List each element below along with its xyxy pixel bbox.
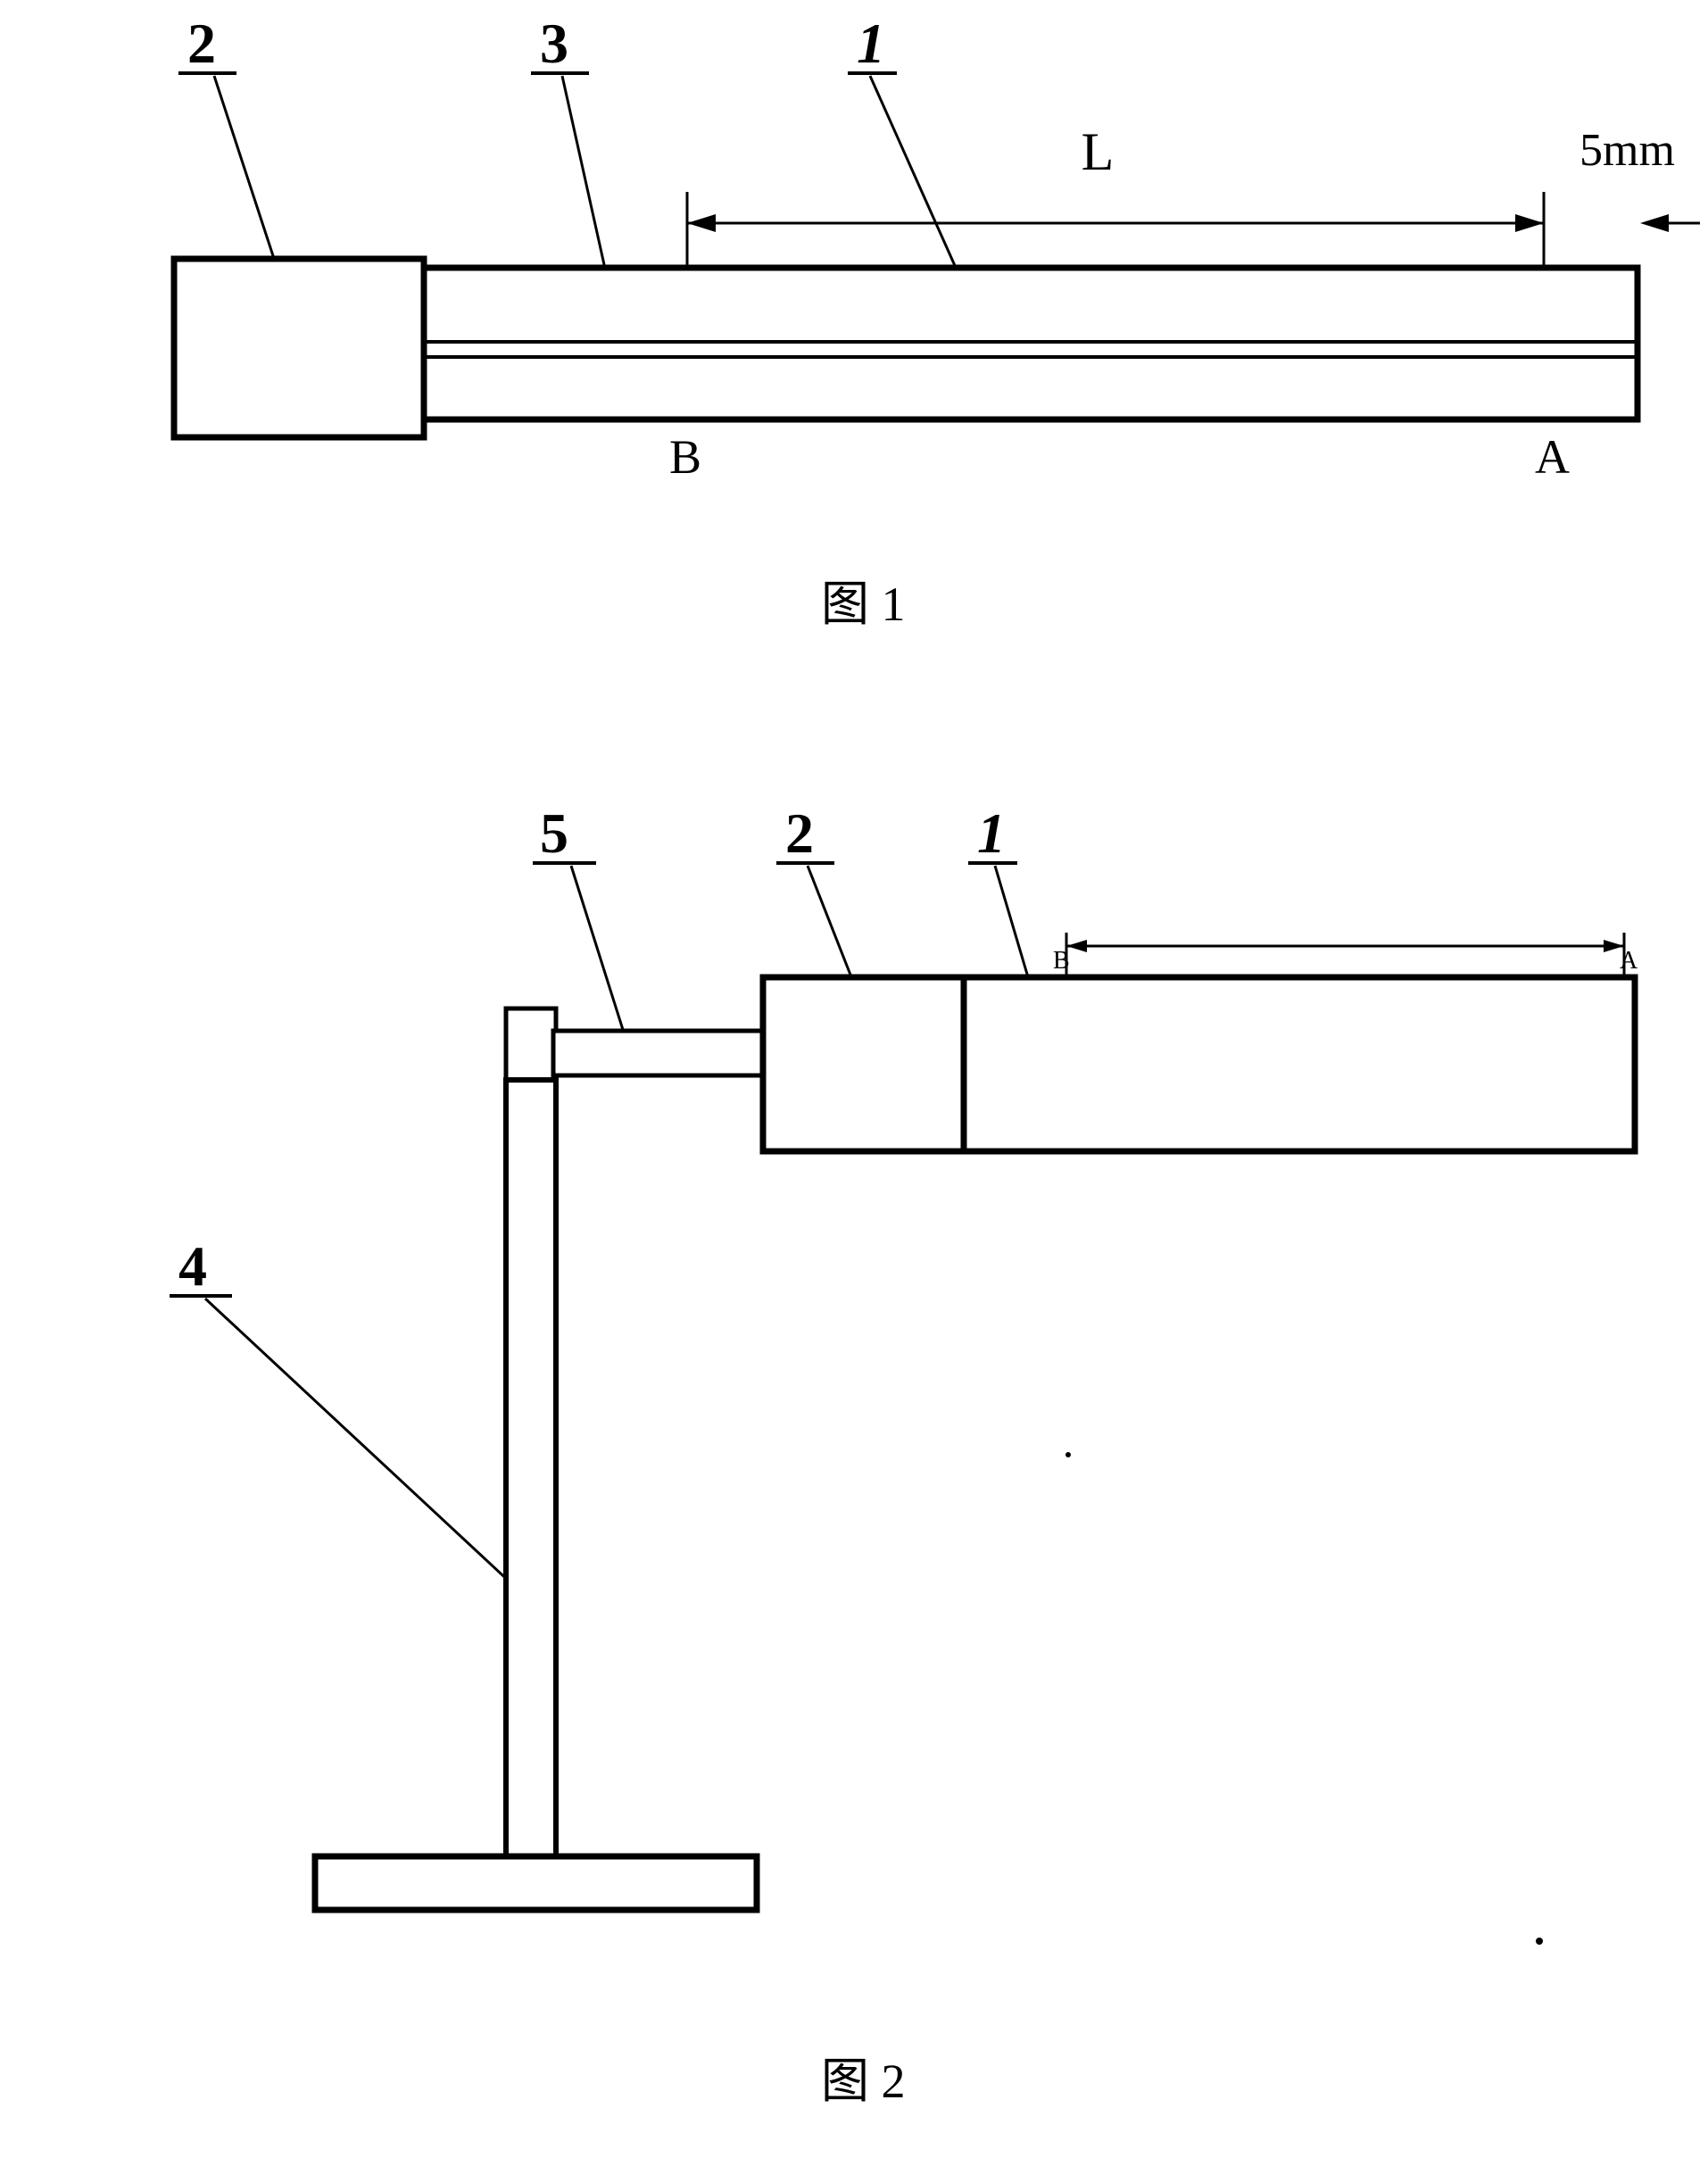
point-A-label: A [1535,430,1570,484]
diagram-canvas: 2 3 1 L 5mm B A 图 [0,0,1708,2183]
dot-1 [1065,1452,1071,1457]
callout2-line-1 [995,866,1031,986]
figure-1: 2 3 1 L 5mm B A 图 [174,12,1700,631]
point2-B: B [1053,947,1070,975]
callout-num-2: 2 [187,12,216,75]
clamp2 [763,977,964,1151]
callout2-line-5 [571,866,625,1035]
callout-line-1 [870,76,964,286]
stand-top [506,1008,556,1080]
fig2-caption: 图 2 [821,2054,906,2108]
point-B-label: B [669,430,701,484]
dim-L-arrow-left [687,214,716,232]
dot-2 [1536,1938,1543,1945]
callout2-num-2: 2 [785,801,814,865]
callout2-num-1: 1 [977,801,1006,865]
callout2-num-5: 5 [540,801,568,865]
dim-5mm-arrow [1640,214,1669,232]
figure-2: 5 2 1 4 B A [170,801,1638,2108]
main-bar-2 [964,977,1635,1151]
dim-5mm-label: 5mm [1579,125,1675,176]
callout2-num-4: 4 [178,1234,207,1298]
fig1-caption: 图 1 [821,577,906,631]
stand-vertical [506,1080,556,1856]
stand-base [315,1856,757,1910]
dim-L-label: L [1082,122,1115,181]
callout2-line-2 [808,866,857,991]
callout-num-3: 3 [540,12,568,75]
arm [553,1031,763,1075]
callout-num-1: 1 [857,12,885,75]
callout2-line-4 [205,1299,526,1598]
dim-L-arrow-right [1515,214,1544,232]
clamp-block [174,259,424,437]
point2-A: A [1620,947,1638,975]
